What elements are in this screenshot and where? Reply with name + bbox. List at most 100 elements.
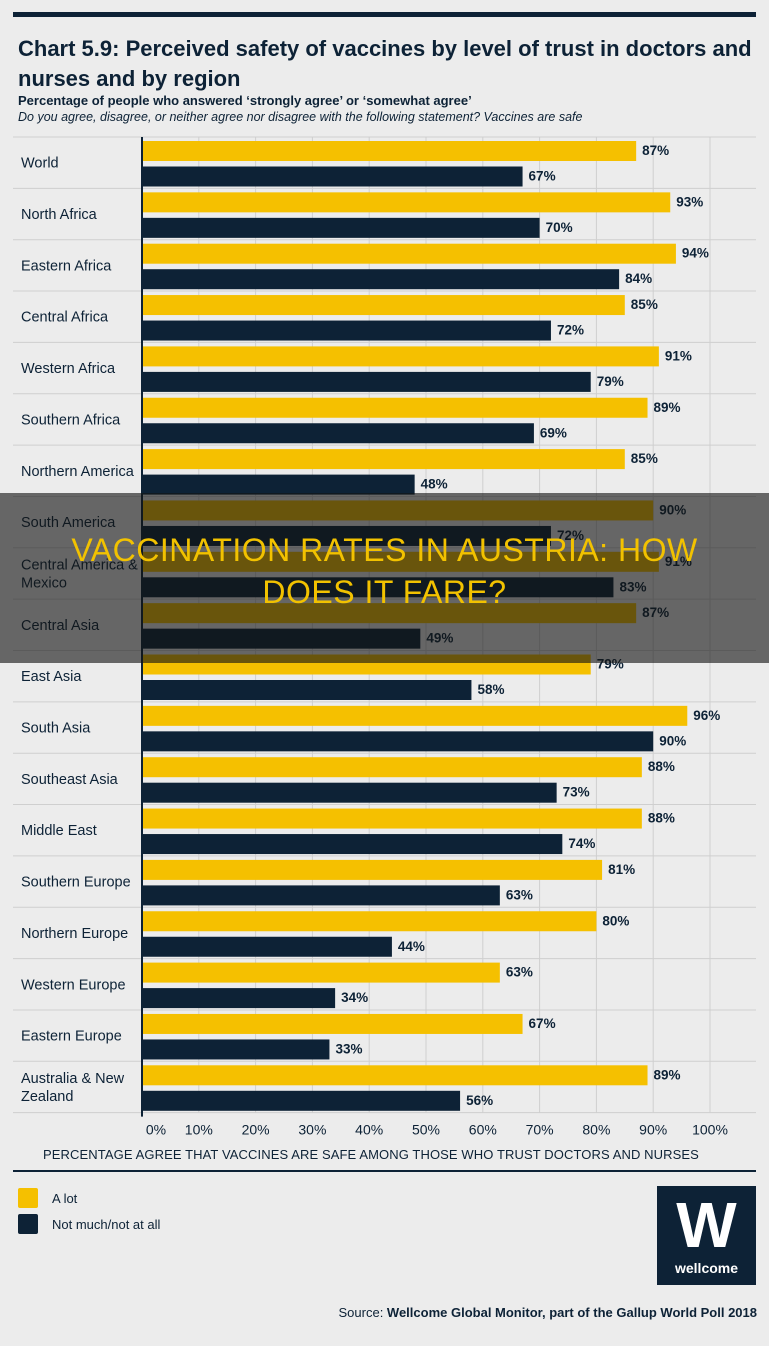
value-label-south-asia: 96% [693,708,720,723]
title-banner-overlay: Vaccination Rates in Austria: How Does I… [0,493,769,663]
category-label-southern-europe: Southern Europe [21,875,131,891]
bar-a-lot-middle-east [142,808,642,829]
bar-a-lot-eastern-europe [142,1013,523,1034]
value-label-southern-africa: 69% [540,425,567,440]
category-label-middle-east: Middle East [21,823,97,839]
value-label-eastern-europe: 33% [335,1041,362,1056]
category-label-southeast-asia: Southeast Asia [21,772,119,788]
category-label-north-africa: North Africa [21,207,98,223]
category-label-east-asia: East Asia [21,669,82,685]
banner-line-1: Vaccination Rates in Austria: How [71,532,698,568]
bar-not-much-western-europe [142,988,336,1009]
bar-not-much-world [142,166,523,187]
value-label-southeast-asia: 73% [563,785,590,800]
x-tick-label: 100% [692,1122,728,1138]
survey-question: Do you agree, disagree, or neither agree… [18,110,583,124]
bar-not-much-eastern-europe [142,1039,330,1060]
category-label-western-africa: Western Africa [21,361,116,377]
category-label-australia-new-zealand: Australia & New Zealand [21,1071,125,1105]
source-note: Source: Wellcome Global Monitor, part of… [339,1305,758,1320]
value-label-eastern-africa: 94% [682,246,709,261]
bar-a-lot-southern-africa [142,397,648,418]
category-label-eastern-europe: Eastern Europe [21,1029,122,1045]
value-label-middle-east: 74% [568,836,595,851]
bar-a-lot-eastern-africa [142,243,676,264]
category-label-eastern-africa: Eastern Africa [21,258,112,274]
bar-a-lot-south-asia [142,705,688,726]
bar-a-lot-world [142,141,637,161]
bar-not-much-eastern-africa [142,269,620,290]
logo-text: wellcome [674,1260,739,1276]
value-label-australia-new-zealand: 89% [654,1067,681,1082]
value-label-southern-europe: 63% [506,887,533,902]
bar-a-lot-northern-america [142,449,625,470]
value-label-southeast-asia: 88% [648,759,675,774]
x-tick-label: 0% [146,1122,166,1138]
bar-not-much-southern-europe [142,885,500,906]
x-tick-label: 60% [469,1122,497,1138]
chart-subtitle: Percentage of people who answered ‘stron… [18,93,472,108]
bar-not-much-northern-europe [142,936,392,957]
value-label-eastern-africa: 84% [625,271,652,286]
legend-label-a-lot: A lot [52,1190,78,1206]
value-label-northern-europe: 80% [602,913,629,928]
x-tick-label: 90% [639,1122,667,1138]
value-label-northern-europe: 44% [398,939,425,954]
source-text: Wellcome Global Monitor, part of the Gal… [386,1305,757,1320]
bar-a-lot-southeast-asia [142,757,642,778]
legend-swatch-a-lot [18,1188,38,1208]
legend-item-a-lot: A lot [18,1188,77,1208]
category-label-western-europe: Western Europe [21,977,126,993]
bar-not-much-australia-new-zealand [142,1090,461,1111]
chart-title: Chart 5.9: Perceived safety of vaccines … [18,36,752,91]
value-label-central-africa: 72% [557,323,584,338]
bar-a-lot-western-europe [142,962,500,983]
category-label-southern-africa: Southern Africa [21,412,121,428]
value-label-northern-america: 48% [421,477,448,492]
x-tick-label: 50% [412,1122,440,1138]
category-label-central-africa: Central Africa [21,310,109,326]
bar-a-lot-australia-new-zealand [142,1065,648,1086]
x-axis-title: PERCENTAGE AGREE THAT VACCINES ARE SAFE … [43,1147,699,1162]
legend-item-not-much: Not much/not at all [18,1214,160,1234]
bar-a-lot-southern-europe [142,859,603,880]
banner-headline: Vaccination Rates in Austria: How Does I… [0,529,769,613]
bar-a-lot-central-africa [142,295,625,316]
value-label-southern-africa: 89% [654,400,681,415]
legend-label-not-much: Not much/not at all [52,1216,161,1232]
bar-not-much-middle-east [142,834,563,855]
banner-line-2: Does It Fare? [262,574,507,610]
bar-not-much-western-africa [142,371,591,392]
value-label-western-europe: 63% [506,965,533,980]
value-label-east-asia: 58% [477,682,504,697]
x-tick-label: 10% [185,1122,213,1138]
value-label-eastern-europe: 67% [529,1016,556,1031]
x-tick-label: 70% [526,1122,554,1138]
bar-not-much-southern-africa [142,423,534,444]
x-tick-label: 80% [582,1122,610,1138]
bar-a-lot-northern-europe [142,911,597,932]
value-label-north-africa: 70% [546,220,573,235]
bar-not-much-northern-america [142,474,415,495]
bottom-rule [13,1170,756,1172]
bar-not-much-southeast-asia [142,782,557,803]
value-label-central-africa: 85% [631,297,658,312]
value-label-western-africa: 91% [665,348,692,363]
x-tick-label: 20% [242,1122,270,1138]
value-label-australia-new-zealand: 56% [466,1093,493,1108]
category-label-northern-america: Northern America [21,464,135,480]
bar-a-lot-north-africa [142,192,671,213]
wellcome-logo: W wellcome [657,1186,756,1285]
value-label-world: 87% [642,143,669,158]
value-label-world: 67% [529,169,556,184]
bar-not-much-central-africa [142,320,551,341]
bar-not-much-north-africa [142,217,540,238]
category-label-northern-europe: Northern Europe [21,926,128,942]
bar-a-lot-western-africa [142,346,659,367]
value-label-western-europe: 34% [341,990,368,1005]
value-label-southern-europe: 81% [608,862,635,877]
category-label-south-asia: South Asia [21,721,91,737]
bar-not-much-east-asia [142,680,472,700]
legend-swatch-not-much [18,1214,38,1234]
category-label-world: World [21,156,59,172]
